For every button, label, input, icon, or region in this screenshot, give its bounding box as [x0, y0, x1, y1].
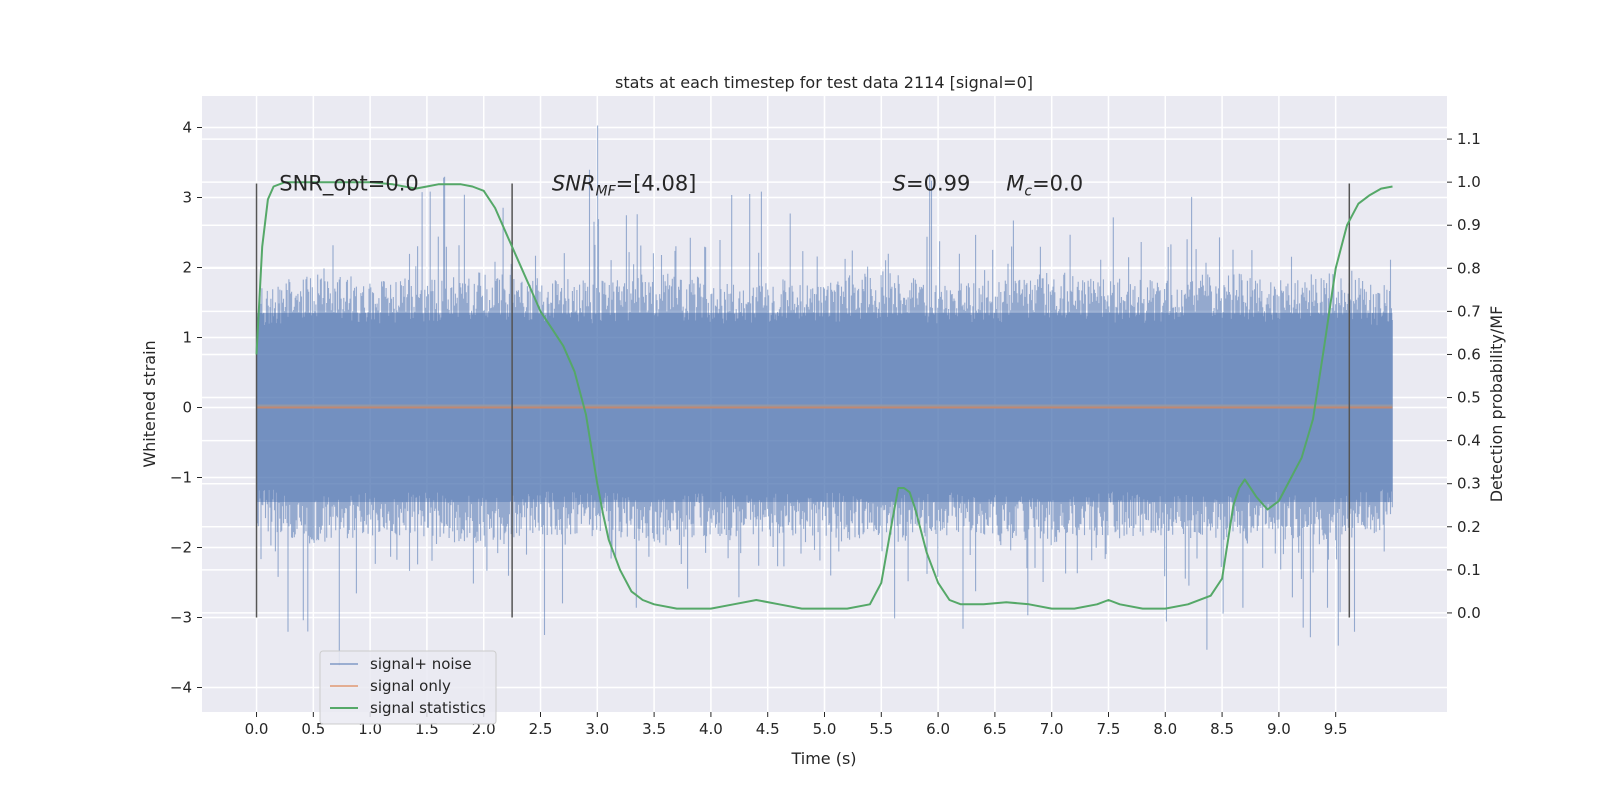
x-tick-label: 5.5	[869, 720, 893, 738]
y2-axis-ticks: 1.1 1.0 0.9 0.8 0.7 0.6 0.5 0.4 0.3 0.2 0.1 0.0	[1447, 130, 1481, 622]
y-tick-label: −2	[170, 539, 192, 557]
chart-title: stats at each timestep for test data 211…	[615, 73, 1033, 92]
vertical-markers	[255, 183, 1351, 618]
y-tick-label: 4	[182, 119, 192, 137]
x-tick-label: 4.5	[756, 720, 780, 738]
y2-axis-label: Detection probability/MF	[1487, 306, 1506, 503]
annotation-base: M	[1006, 172, 1024, 196]
x-tick-label: 2.5	[529, 720, 553, 738]
y2-tick-label: 0.4	[1457, 432, 1481, 450]
annotations: SNR_opt=0.0 SNRMF=[4.08] S=0.99 Mc=0.0	[279, 172, 1083, 200]
annotation-rest: =0.0	[1032, 172, 1083, 196]
x-tick-label: 7.5	[1097, 720, 1121, 738]
y2-tick-label: 0.0	[1457, 604, 1481, 622]
x-tick-label: 6.5	[983, 720, 1007, 738]
signal-statistics-line	[255, 181, 1393, 610]
y2-tick-label: 0.5	[1457, 389, 1481, 407]
signal-only-series	[256, 404, 1393, 409]
annotation-rest: =0.99	[906, 172, 970, 196]
x-tick-label: 0.0	[245, 720, 269, 738]
y-axis-ticks: 4 3 2 1 0 −1 −2 −3 −4	[170, 119, 202, 697]
annotation-base: S	[893, 172, 906, 196]
legend-label-signal-statistics: signal statistics	[370, 699, 486, 717]
y2-tick-label: 0.3	[1457, 475, 1481, 493]
legend-label-signal-only: signal only	[370, 677, 451, 695]
legend: signal+ noise signal only signal statist…	[319, 650, 497, 725]
x-axis-label: Time (s)	[790, 749, 856, 768]
x-tick-label: 9.5	[1324, 720, 1348, 738]
y2-tick-label: 0.7	[1457, 302, 1481, 320]
y2-tick-label: 0.8	[1457, 259, 1481, 277]
x-tick-label: 9.0	[1267, 720, 1291, 738]
annotation-sub: MF	[596, 184, 617, 200]
y-tick-label: 1	[182, 329, 192, 347]
annotation-base: SNR	[552, 172, 596, 196]
annotation-1: SNRMF=[4.08]	[552, 172, 697, 200]
y-tick-label: 3	[182, 189, 192, 207]
x-tick-label: 7.0	[1040, 720, 1064, 738]
y-tick-label: 2	[182, 259, 192, 277]
y-tick-label: 0	[182, 399, 192, 417]
y2-tick-label: 0.9	[1457, 216, 1481, 234]
x-tick-label: 3.5	[642, 720, 666, 738]
x-tick-label: 4.0	[699, 720, 723, 738]
y-tick-label: −1	[170, 469, 192, 487]
y-axis-label: Whitened strain	[140, 340, 159, 467]
legend-label-signal-noise: signal+ noise	[370, 655, 472, 673]
annotation-sub: c	[1024, 184, 1032, 200]
signal-statistics-series	[255, 181, 1393, 610]
x-tick-label: 6.0	[926, 720, 950, 738]
annotation-rest: =[4.08]	[616, 172, 697, 196]
x-tick-label: 5.0	[813, 720, 837, 738]
annotation-2: S=0.99	[893, 172, 971, 196]
annotation-0: SNR_opt=0.0	[279, 172, 419, 197]
x-tick-label: 8.0	[1153, 720, 1177, 738]
annotation-3: Mc=0.0	[1006, 172, 1083, 200]
x-tick-label: 3.0	[585, 720, 609, 738]
x-axis-ticks: 0.0 0.5 1.0 1.5 2.0 2.5 3.0 3.5 4.0 4.5 5.0 5.5 6.0 6…	[245, 712, 1348, 738]
y2-tick-label: 1.1	[1457, 130, 1481, 148]
y-tick-label: −3	[170, 609, 192, 627]
x-tick-label: 0.5	[301, 720, 325, 738]
y2-tick-label: 0.1	[1457, 561, 1481, 579]
y2-tick-label: 1.0	[1457, 173, 1481, 191]
legend-box	[319, 650, 497, 725]
y2-tick-label: 0.2	[1457, 518, 1481, 536]
x-tick-label: 8.5	[1210, 720, 1234, 738]
y2-tick-label: 0.6	[1457, 345, 1481, 363]
y-tick-label: −4	[170, 679, 192, 697]
